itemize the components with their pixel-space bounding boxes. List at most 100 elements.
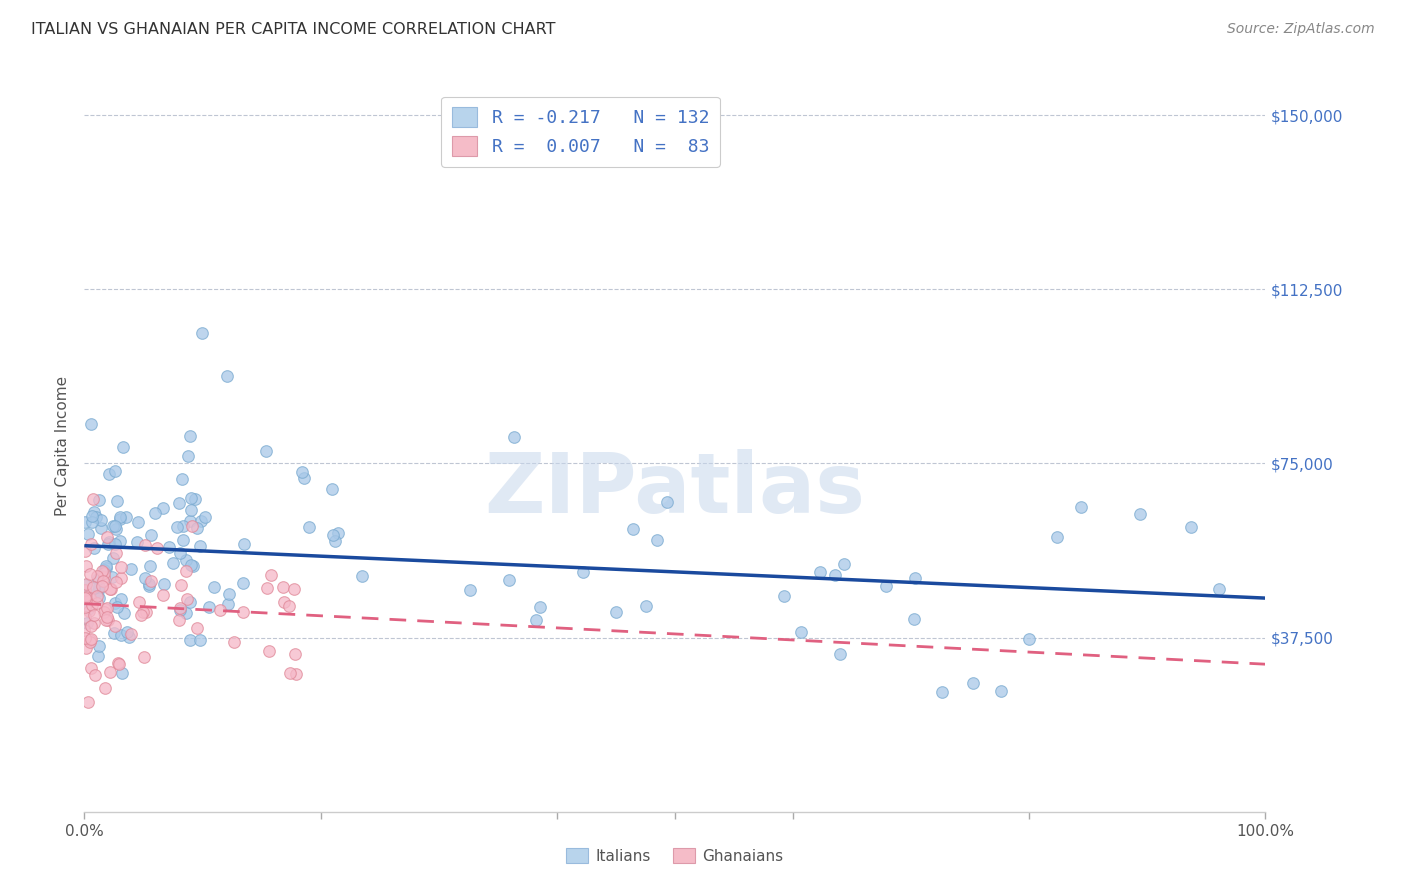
Point: [322, 528, 344, 542]
Point: [87, 649, 110, 664]
Point: [232, 575, 254, 590]
Point: [1046, 530, 1069, 544]
Point: [97, 537, 120, 551]
Point: [100, 582, 122, 597]
Point: [97, 535, 120, 549]
Point: [118, 630, 141, 644]
Point: [80, 417, 103, 431]
Point: [98, 467, 121, 481]
Point: [83, 616, 105, 631]
Point: [104, 522, 127, 536]
Point: [298, 520, 321, 534]
Point: [174, 565, 197, 579]
Point: [112, 607, 135, 621]
Point: [789, 625, 811, 640]
Point: [96, 610, 118, 624]
Point: [273, 595, 295, 609]
Point: [257, 644, 280, 658]
Point: [990, 684, 1012, 698]
Point: [83, 668, 105, 682]
Point: [107, 494, 129, 508]
Point: [256, 581, 278, 595]
Point: [498, 574, 520, 588]
Point: [75, 544, 97, 558]
Point: [1070, 500, 1092, 514]
Point: [80, 598, 103, 612]
Point: [134, 570, 156, 584]
Point: [108, 657, 131, 671]
Point: [529, 600, 551, 615]
Point: [636, 599, 658, 613]
Point: [321, 482, 343, 496]
Point: [138, 579, 160, 593]
Point: [139, 558, 162, 573]
Point: [110, 509, 132, 524]
Point: [94, 561, 117, 575]
Point: [170, 578, 193, 592]
Point: [179, 429, 201, 443]
Point: [93, 574, 115, 589]
Point: [87, 493, 110, 508]
Point: [824, 568, 846, 582]
Point: [111, 665, 134, 680]
Point: [179, 514, 201, 528]
Point: [202, 580, 225, 594]
Point: [127, 515, 149, 529]
Point: [174, 606, 197, 620]
Point: [87, 591, 110, 606]
Point: [146, 541, 169, 556]
Point: [271, 580, 294, 594]
Point: [93, 605, 115, 619]
Point: [169, 600, 191, 615]
Point: [179, 595, 201, 609]
Point: [169, 546, 191, 560]
Point: [180, 503, 202, 517]
Point: [110, 560, 132, 574]
Point: [176, 592, 198, 607]
Point: [79, 635, 101, 649]
Point: [170, 472, 193, 486]
Point: [76, 616, 98, 631]
Point: [283, 582, 305, 596]
Point: [1208, 582, 1230, 596]
Point: [120, 627, 142, 641]
Point: [284, 667, 307, 681]
Point: [104, 596, 127, 610]
Point: [90, 513, 112, 527]
Point: [104, 464, 127, 478]
Y-axis label: Per Capita Income: Per Capita Income: [55, 376, 70, 516]
Point: [83, 506, 105, 520]
Point: [90, 521, 112, 535]
Point: [75, 610, 97, 624]
Point: [177, 450, 200, 464]
Point: [77, 694, 100, 708]
Point: [278, 666, 301, 681]
Point: [107, 656, 129, 670]
Point: [172, 519, 194, 533]
Point: [621, 522, 644, 536]
Text: Source: ZipAtlas.com: Source: ZipAtlas.com: [1227, 22, 1375, 37]
Point: [233, 537, 256, 551]
Point: [82, 492, 104, 507]
Point: [101, 519, 124, 533]
Point: [108, 534, 131, 549]
Point: [143, 507, 166, 521]
Point: [105, 600, 128, 615]
Point: [153, 577, 176, 591]
Point: [75, 577, 97, 591]
Point: [111, 440, 134, 454]
Point: [104, 537, 127, 551]
Point: [80, 632, 103, 646]
Point: [278, 599, 301, 613]
Point: [73, 583, 96, 598]
Point: [120, 562, 142, 576]
Point: [186, 621, 208, 635]
Point: [96, 531, 118, 545]
Point: [86, 569, 108, 583]
Point: [84, 510, 107, 524]
Point: [931, 685, 953, 699]
Point: [110, 628, 132, 642]
Point: [86, 589, 108, 603]
Point: [180, 491, 202, 505]
Point: [132, 605, 155, 619]
